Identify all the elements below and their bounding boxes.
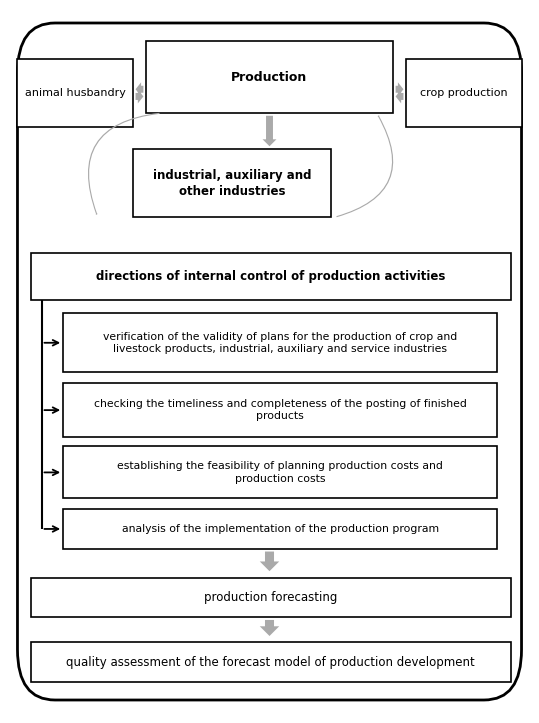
Text: verification of the validity of plans for the production of crop and
livestock p: verification of the validity of plans fo… — [103, 332, 458, 354]
FancyBboxPatch shape — [63, 509, 497, 549]
Text: production forecasting: production forecasting — [204, 591, 337, 604]
FancyBboxPatch shape — [63, 447, 497, 498]
Text: establishing the feasibility of planning production costs and
production costs: establishing the feasibility of planning… — [118, 461, 443, 484]
Text: animal husbandry: animal husbandry — [25, 88, 126, 98]
Text: crop production: crop production — [420, 88, 508, 98]
FancyBboxPatch shape — [63, 383, 497, 437]
Text: industrial, auxiliary and
other industries: industrial, auxiliary and other industri… — [153, 168, 311, 198]
FancyBboxPatch shape — [406, 59, 522, 127]
Text: analysis of the implementation of the production program: analysis of the implementation of the pr… — [122, 524, 439, 534]
Text: Production: Production — [231, 71, 308, 84]
FancyBboxPatch shape — [133, 149, 331, 218]
FancyArrowPatch shape — [88, 113, 160, 215]
FancyBboxPatch shape — [63, 313, 497, 372]
FancyBboxPatch shape — [31, 578, 511, 617]
FancyBboxPatch shape — [31, 643, 511, 682]
FancyBboxPatch shape — [17, 59, 133, 127]
FancyBboxPatch shape — [17, 23, 522, 700]
Text: quality assessment of the forecast model of production development: quality assessment of the forecast model… — [66, 656, 475, 669]
Text: directions of internal control of production activities: directions of internal control of produc… — [96, 270, 446, 283]
FancyBboxPatch shape — [146, 41, 393, 113]
Text: checking the timeliness and completeness of the posting of finished
products: checking the timeliness and completeness… — [94, 399, 467, 422]
FancyBboxPatch shape — [31, 254, 511, 300]
FancyArrowPatch shape — [336, 116, 393, 217]
